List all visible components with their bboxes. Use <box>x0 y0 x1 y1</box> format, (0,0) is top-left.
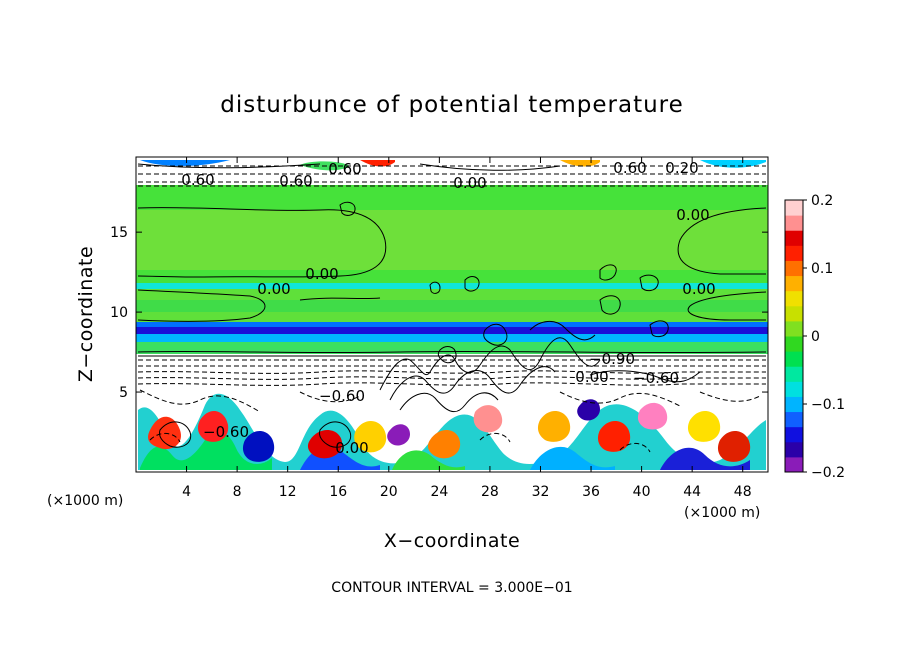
x-tick-label: 44 <box>683 484 701 500</box>
x-tick-label: 36 <box>582 484 600 500</box>
field-band-blue2 <box>136 334 768 342</box>
field-mid-scribbles <box>339 201 669 413</box>
colorbar-swatch <box>785 456 803 473</box>
contour-label: −0.60 <box>319 387 365 405</box>
colorbar-swatch <box>785 381 803 397</box>
plot-area: 0.60 0.60 0.60 0.00 0.00 0.00 0.00 0.00 0.60 0.20… <box>135 156 769 473</box>
x-unit-label-right: (×1000 m) <box>684 505 760 521</box>
colorbar-swatch <box>785 290 803 307</box>
y-axis-label: Z−coordinate <box>75 246 97 382</box>
field-turbulence <box>138 393 766 470</box>
x-tick-label: 16 <box>329 484 347 500</box>
colorbar-swatch <box>785 441 803 458</box>
contour-label: −0.60 <box>203 423 249 441</box>
contour-label: 0.60 <box>181 171 214 189</box>
colorbar-swatch <box>785 396 803 413</box>
x-tick-label: 48 <box>734 484 752 500</box>
contour-labels: 0.60 0.60 0.60 0.00 0.00 0.00 0.00 0.00 0.60 0.20… <box>181 159 715 457</box>
y-tick-label: 10 <box>110 305 128 321</box>
plot-frame <box>135 156 769 473</box>
x-tick-label: 20 <box>380 484 398 500</box>
chart-title: disturbunce of potential temperature <box>220 92 684 118</box>
contour-label: 0.00 <box>682 280 715 298</box>
colorbar-tick-label: 0.1 <box>811 261 833 277</box>
contour-label: 0.00 <box>453 174 486 192</box>
contour-interval-note: CONTOUR INTERVAL = 3.000E−01 <box>331 580 572 596</box>
x-tick-label: 24 <box>430 484 448 500</box>
colorbar-swatch <box>785 320 803 337</box>
contour-label: 0.00 <box>676 206 709 224</box>
x-axis: 4 8 12 16 20 24 28 32 36 40 44 48 <box>182 157 752 500</box>
contour-label: 0.00 <box>575 368 608 386</box>
colorbar-swatch <box>785 336 803 352</box>
x-tick-label: 40 <box>633 484 651 500</box>
contour-label: 0.00 <box>257 280 290 298</box>
field-band-dark <box>136 327 768 334</box>
contour-label: −0.90 <box>589 350 635 368</box>
contour-label: 0.00 <box>335 439 368 457</box>
colorbar-swatch <box>785 351 803 367</box>
colorbar-swatch <box>785 200 803 216</box>
x-tick-label: 12 <box>279 484 297 500</box>
contour-label: 0.60 <box>279 172 312 190</box>
x-tick-label: 4 <box>182 484 191 500</box>
contour-label: 0.60 <box>328 160 361 178</box>
colorbar-swatch <box>785 245 803 261</box>
colorbar: 0.2 0.1 0 −0.1 −0.2 <box>784 193 845 481</box>
contour-label: 0.20 <box>665 159 698 177</box>
field-band-mid2 <box>136 300 768 312</box>
colorbar-tick-label: 0 <box>811 329 820 345</box>
colorbar-swatch <box>785 411 803 428</box>
x-axis-label: X−coordinate <box>384 530 520 552</box>
colorbar-swatch <box>785 230 803 246</box>
field-solid-contours <box>137 163 767 448</box>
field-band-blue1 <box>136 322 768 327</box>
contour-label: 0.60 <box>613 159 646 177</box>
x-unit-label-left: (×1000 m) <box>47 493 123 509</box>
x-tick-label: 28 <box>481 484 499 500</box>
colorbar-tick-label: −0.2 <box>811 465 845 481</box>
x-tick-label: 8 <box>233 484 242 500</box>
colorbar-swatch <box>785 366 803 382</box>
colorbar-swatch <box>785 275 803 292</box>
y-tick-label: 15 <box>110 225 128 241</box>
colorbar-tick-label: −0.1 <box>811 397 845 413</box>
x-tick-label: 32 <box>532 484 550 500</box>
colorbar-swatch <box>785 215 803 231</box>
contour-label: −0.60 <box>633 369 679 387</box>
field-band-cyan <box>136 283 768 289</box>
colorbar-tick-label: 0.2 <box>811 193 833 209</box>
field-band-upper-green <box>136 210 768 270</box>
contour-label: 0.00 <box>305 265 338 283</box>
field-dashed-contours <box>137 165 766 453</box>
colorbar-swatch <box>785 305 803 322</box>
colorbar-swatch <box>785 426 803 443</box>
y-tick-label: 5 <box>119 385 128 401</box>
y-axis: 5 10 15 <box>110 225 768 401</box>
colorbar-swatch <box>785 260 803 277</box>
